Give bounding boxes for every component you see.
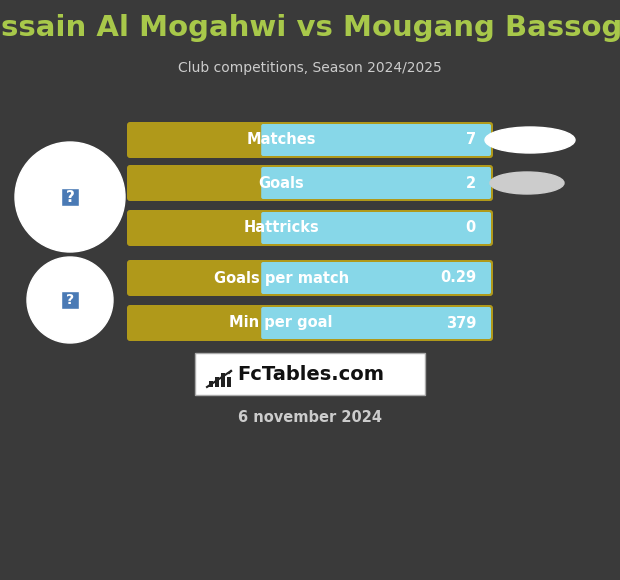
FancyBboxPatch shape <box>261 262 491 294</box>
FancyBboxPatch shape <box>127 210 493 246</box>
FancyBboxPatch shape <box>127 305 493 341</box>
Text: 2: 2 <box>466 176 476 190</box>
FancyBboxPatch shape <box>127 122 493 158</box>
Text: ?: ? <box>66 190 74 205</box>
Text: 7: 7 <box>466 132 476 147</box>
Circle shape <box>15 142 125 252</box>
Text: Hussain Al Mogahwi vs Mougang Bassogog: Hussain Al Mogahwi vs Mougang Bassogog <box>0 14 620 42</box>
FancyBboxPatch shape <box>261 307 491 339</box>
Text: ?: ? <box>66 293 74 307</box>
Text: Hattricks: Hattricks <box>243 220 319 235</box>
FancyBboxPatch shape <box>61 291 79 309</box>
Ellipse shape <box>485 127 575 153</box>
Bar <box>227 377 231 387</box>
Circle shape <box>27 257 113 343</box>
Text: 0.29: 0.29 <box>440 270 476 285</box>
Bar <box>215 377 219 387</box>
FancyBboxPatch shape <box>127 165 493 201</box>
Text: Goals per match: Goals per match <box>214 270 349 285</box>
Text: 0: 0 <box>466 220 476 235</box>
FancyBboxPatch shape <box>261 167 491 199</box>
Ellipse shape <box>490 172 564 194</box>
FancyBboxPatch shape <box>195 353 425 395</box>
Bar <box>209 381 213 387</box>
FancyBboxPatch shape <box>61 188 79 206</box>
Text: Goals: Goals <box>259 176 304 190</box>
Bar <box>221 373 225 387</box>
FancyBboxPatch shape <box>261 212 491 244</box>
Text: 379: 379 <box>446 316 476 331</box>
Text: Min per goal: Min per goal <box>229 316 333 331</box>
FancyBboxPatch shape <box>261 124 491 156</box>
FancyBboxPatch shape <box>127 260 493 296</box>
Text: Matches: Matches <box>246 132 316 147</box>
Text: Club competitions, Season 2024/2025: Club competitions, Season 2024/2025 <box>178 61 442 75</box>
Text: FcTables.com: FcTables.com <box>237 364 384 383</box>
Text: 6 november 2024: 6 november 2024 <box>238 411 382 426</box>
